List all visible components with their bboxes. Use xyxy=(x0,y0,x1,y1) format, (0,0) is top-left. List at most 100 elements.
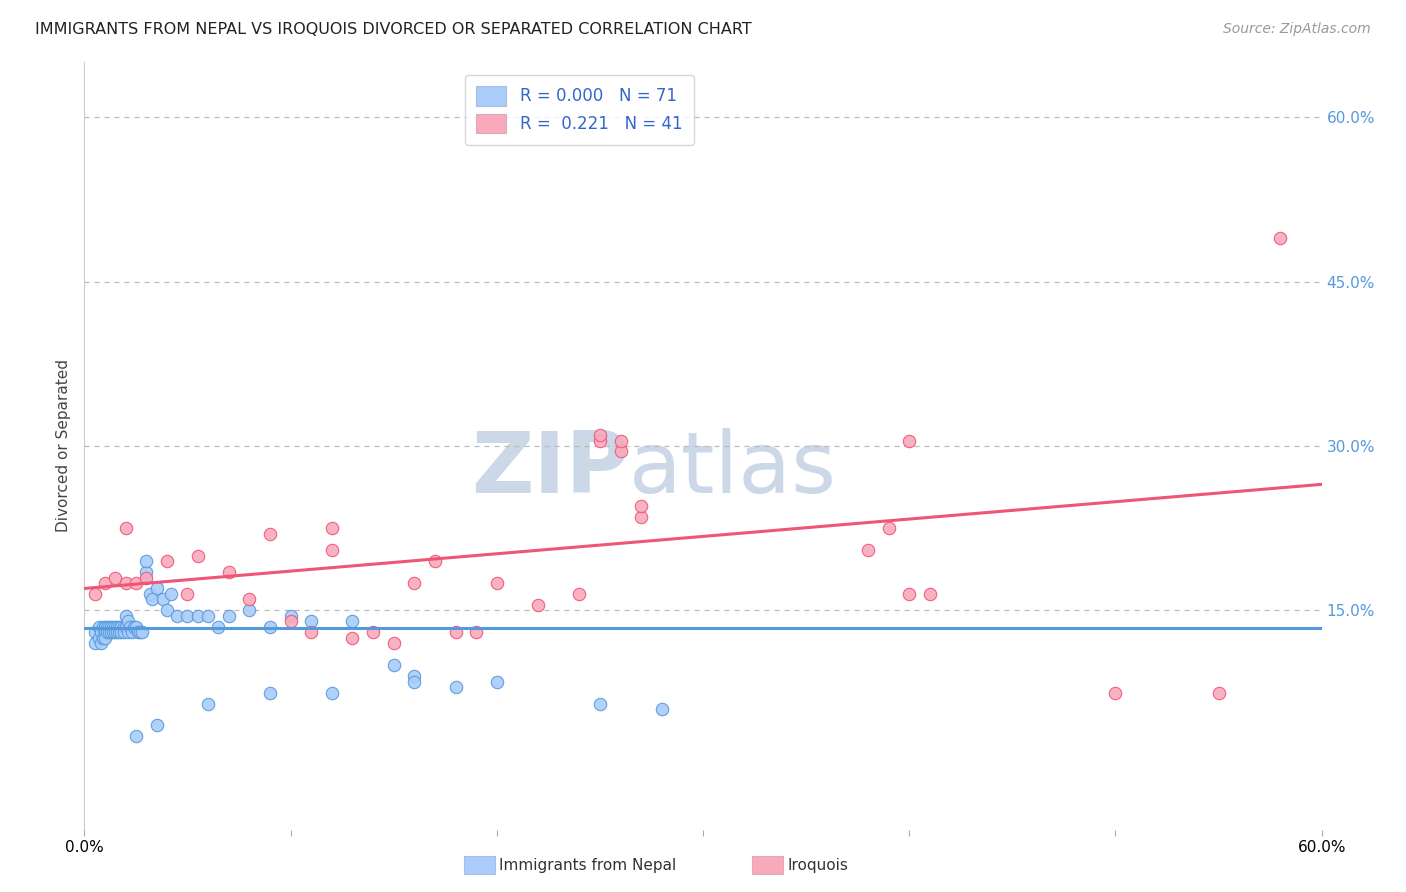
Point xyxy=(91,631,114,645)
Point xyxy=(127,625,149,640)
Point xyxy=(131,625,153,640)
Point xyxy=(135,565,157,579)
Point xyxy=(609,434,631,448)
Point xyxy=(121,625,143,640)
Point xyxy=(94,631,117,645)
Point xyxy=(342,631,364,645)
Point xyxy=(299,615,322,629)
Point xyxy=(96,620,118,634)
Point xyxy=(94,576,117,591)
Point xyxy=(485,674,508,689)
Point xyxy=(104,620,127,634)
Point xyxy=(609,444,631,458)
Point xyxy=(527,598,550,612)
Point xyxy=(139,587,162,601)
Point xyxy=(87,620,110,634)
Point xyxy=(238,603,260,617)
Point xyxy=(382,636,405,650)
Point xyxy=(197,608,219,623)
Point xyxy=(108,620,131,634)
Point xyxy=(856,543,879,558)
Point xyxy=(259,685,281,699)
Point xyxy=(104,625,127,640)
Text: Immigrants from Nepal: Immigrants from Nepal xyxy=(499,858,676,872)
Text: Iroquois: Iroquois xyxy=(787,858,848,872)
Point xyxy=(238,592,260,607)
Point xyxy=(299,625,322,640)
Point xyxy=(105,625,128,640)
Point xyxy=(141,592,163,607)
Point xyxy=(94,620,117,634)
Point xyxy=(1208,685,1230,699)
Point xyxy=(156,554,179,568)
Point xyxy=(651,702,673,716)
Point xyxy=(321,685,343,699)
Point xyxy=(125,620,148,634)
Point xyxy=(280,608,302,623)
Point xyxy=(176,587,198,601)
Point xyxy=(125,576,148,591)
Point xyxy=(280,615,302,629)
Point xyxy=(112,620,135,634)
Point xyxy=(218,608,240,623)
Point xyxy=(160,587,183,601)
Point xyxy=(83,587,105,601)
Point xyxy=(156,603,179,617)
Point xyxy=(152,592,174,607)
Point xyxy=(342,615,364,629)
Point xyxy=(114,608,136,623)
Point xyxy=(898,434,921,448)
Point xyxy=(918,587,941,601)
Point xyxy=(145,582,167,596)
Point xyxy=(145,718,167,732)
Point xyxy=(589,434,612,448)
Point xyxy=(404,674,426,689)
Point xyxy=(321,521,343,535)
Point xyxy=(485,576,508,591)
Point xyxy=(110,620,132,634)
Point xyxy=(630,510,652,524)
Point xyxy=(259,526,281,541)
Point xyxy=(117,625,139,640)
Point xyxy=(103,620,125,634)
Point xyxy=(176,608,198,623)
Point xyxy=(877,521,900,535)
Point xyxy=(1270,231,1292,245)
Point xyxy=(103,625,125,640)
Point xyxy=(118,620,141,634)
Point xyxy=(1104,685,1126,699)
Point xyxy=(114,576,136,591)
Point xyxy=(114,620,136,634)
Point xyxy=(187,608,209,623)
Point xyxy=(108,625,131,640)
Text: IMMIGRANTS FROM NEPAL VS IROQUOIS DIVORCED OR SEPARATED CORRELATION CHART: IMMIGRANTS FROM NEPAL VS IROQUOIS DIVORC… xyxy=(35,22,752,37)
Point xyxy=(129,625,152,640)
Point xyxy=(404,576,426,591)
Point xyxy=(90,636,112,650)
Y-axis label: Divorced or Separated: Divorced or Separated xyxy=(56,359,72,533)
Point xyxy=(207,620,229,634)
Point xyxy=(135,554,157,568)
Point xyxy=(423,554,446,568)
Point xyxy=(187,549,209,563)
Point xyxy=(444,680,467,694)
Point xyxy=(104,570,127,584)
Legend: R = 0.000   N = 71, R =  0.221   N = 41: R = 0.000 N = 71, R = 0.221 N = 41 xyxy=(464,75,695,145)
Point xyxy=(259,620,281,634)
Point xyxy=(105,620,128,634)
Point xyxy=(100,620,122,634)
Text: ZIP: ZIP xyxy=(471,427,628,510)
Point xyxy=(83,636,105,650)
Point xyxy=(98,625,121,640)
Text: atlas: atlas xyxy=(628,427,837,510)
Point xyxy=(135,570,157,584)
Point xyxy=(166,608,188,623)
Point xyxy=(94,625,117,640)
Point xyxy=(122,620,145,634)
Point xyxy=(90,625,112,640)
Point xyxy=(630,500,652,514)
Point xyxy=(114,521,136,535)
Point xyxy=(321,543,343,558)
Point xyxy=(83,625,105,640)
Point xyxy=(382,658,405,673)
